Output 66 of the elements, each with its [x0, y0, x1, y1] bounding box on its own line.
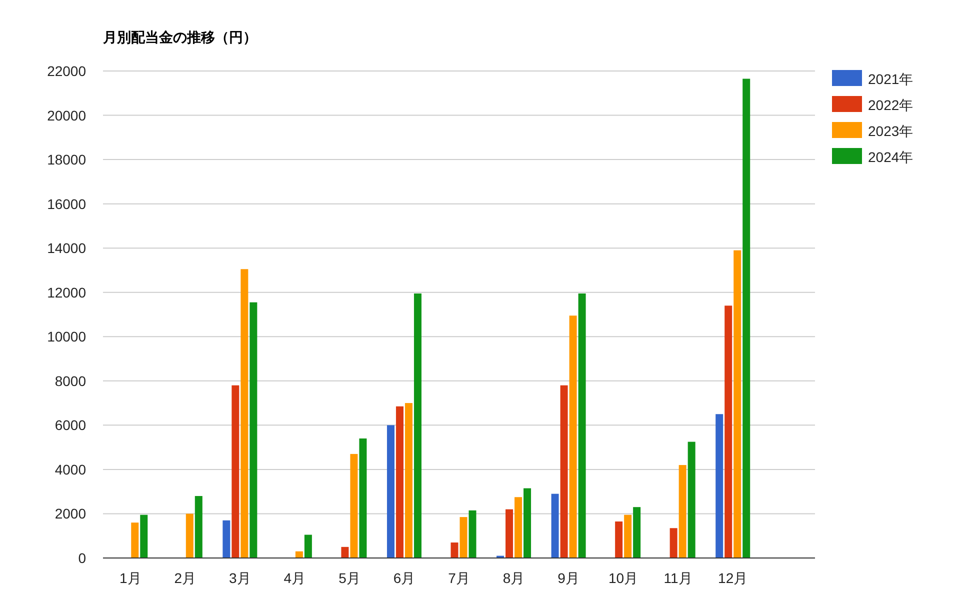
bar [414, 293, 422, 558]
y-tick-label: 14000 [47, 240, 86, 256]
bar [615, 521, 623, 558]
bar [742, 78, 750, 558]
x-tick-label: 4月 [284, 570, 306, 586]
legend-label: 2024年 [868, 149, 914, 165]
bar [468, 510, 476, 558]
x-tick-label: 1月 [119, 570, 142, 586]
bar [222, 520, 230, 558]
bar [514, 497, 522, 558]
bar [386, 425, 394, 558]
y-tick-label: 22000 [47, 63, 86, 79]
bar [560, 385, 568, 558]
bar [460, 517, 468, 558]
y-tick-label: 2000 [54, 506, 86, 522]
x-tick-label: 9月 [558, 570, 580, 586]
y-tick-label: 16000 [47, 196, 86, 212]
y-tick-label: 10000 [47, 328, 86, 345]
bar [194, 496, 202, 558]
bar [724, 306, 732, 558]
bar [140, 514, 148, 558]
x-tick-label: 3月 [229, 570, 251, 586]
legend-label: 2023年 [868, 123, 914, 139]
bar [240, 269, 248, 558]
y-tick-label: 4000 [54, 461, 86, 478]
y-tick-label: 12000 [47, 284, 86, 300]
bar [678, 465, 686, 558]
x-tick-label: 10月 [608, 570, 638, 586]
bar [131, 522, 139, 558]
bar [359, 438, 367, 558]
chart-title: 月別配当金の推移（円） [102, 29, 257, 45]
legend-label: 2022年 [868, 97, 914, 113]
x-tick-label: 7月 [448, 570, 470, 586]
bar [341, 546, 349, 558]
bar [396, 406, 404, 558]
x-tick-label: 8月 [502, 570, 525, 586]
y-tick-label: 6000 [54, 417, 86, 434]
bar [688, 442, 696, 558]
y-tick-label: 20000 [47, 107, 86, 124]
bar [506, 509, 514, 558]
bar [734, 250, 742, 558]
bar [524, 488, 532, 558]
legend-label: 2021年 [868, 71, 914, 87]
bar [450, 542, 458, 558]
bar [350, 454, 358, 558]
x-tick-label: 2月 [174, 570, 196, 586]
bar [569, 316, 577, 558]
y-tick-label: 8000 [54, 372, 86, 389]
bar [624, 514, 632, 558]
bar [670, 528, 678, 558]
bar [186, 514, 194, 558]
bar [304, 534, 312, 558]
x-tick-label: 6月 [393, 570, 416, 586]
x-tick-label: 5月 [338, 570, 360, 586]
bar [250, 302, 258, 558]
bar [633, 507, 641, 558]
y-tick-label: 18000 [47, 152, 86, 168]
bar [404, 403, 412, 558]
bar [551, 494, 559, 558]
x-tick-label: 11月 [664, 570, 692, 586]
bar [232, 385, 240, 558]
bar [578, 293, 586, 558]
bar [716, 414, 724, 558]
x-tick-label: 12月 [718, 570, 748, 586]
y-tick-label: 0 [78, 550, 86, 566]
bar [295, 551, 303, 558]
